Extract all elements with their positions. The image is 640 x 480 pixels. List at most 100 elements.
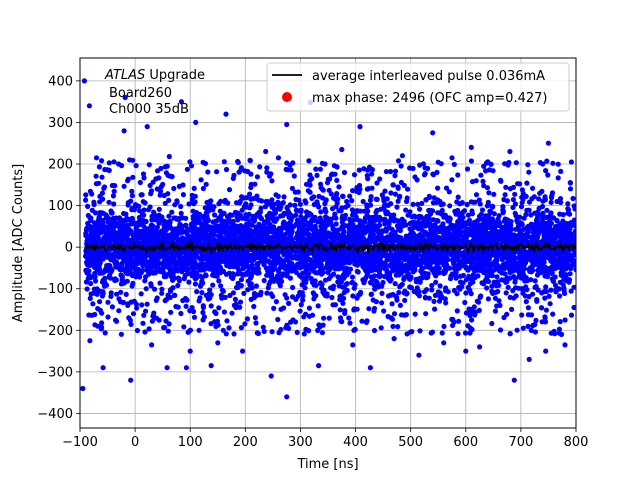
data-point bbox=[384, 257, 390, 263]
data-point bbox=[132, 220, 138, 227]
data-point bbox=[429, 282, 435, 289]
data-point bbox=[421, 257, 427, 263]
data-point bbox=[303, 209, 310, 215]
data-point bbox=[254, 211, 260, 218]
data-point bbox=[239, 207, 245, 213]
data-point bbox=[557, 221, 563, 227]
data-point bbox=[546, 220, 552, 226]
data-point bbox=[119, 260, 125, 266]
data-point bbox=[175, 282, 181, 289]
data-point bbox=[519, 272, 525, 278]
data-point bbox=[112, 276, 118, 282]
data-point bbox=[162, 230, 168, 236]
data-point bbox=[284, 236, 290, 242]
data-point bbox=[435, 289, 441, 295]
data-point bbox=[107, 235, 113, 241]
data-point bbox=[135, 237, 141, 243]
data-point bbox=[197, 220, 204, 226]
data-point bbox=[123, 291, 129, 297]
data-point bbox=[426, 215, 432, 221]
data-point bbox=[515, 219, 521, 226]
data-point bbox=[493, 257, 499, 263]
data-point bbox=[139, 211, 146, 217]
data-point bbox=[150, 223, 156, 229]
data-point bbox=[212, 212, 218, 218]
data-point bbox=[201, 224, 207, 230]
data-point bbox=[177, 224, 183, 230]
data-point bbox=[288, 229, 294, 235]
data-point bbox=[84, 260, 90, 267]
data-point bbox=[534, 235, 541, 241]
data-point bbox=[403, 207, 409, 213]
data-point bbox=[205, 253, 211, 259]
data-point bbox=[199, 290, 205, 296]
data-point bbox=[188, 221, 194, 227]
data-point bbox=[229, 250, 235, 256]
data-point bbox=[88, 280, 94, 287]
data-point bbox=[427, 263, 433, 269]
data-point bbox=[443, 285, 449, 291]
data-point bbox=[312, 238, 318, 245]
data-point bbox=[479, 207, 486, 213]
data-point bbox=[123, 270, 129, 276]
data-point bbox=[507, 294, 513, 300]
data-point bbox=[129, 215, 135, 221]
data-point bbox=[476, 197, 482, 203]
data-point bbox=[268, 252, 274, 258]
data-point bbox=[96, 214, 102, 220]
data-point bbox=[308, 212, 314, 218]
data-point bbox=[242, 236, 248, 242]
data-point bbox=[552, 224, 559, 230]
data-point bbox=[372, 267, 378, 273]
data-point bbox=[554, 230, 560, 236]
data-point bbox=[394, 204, 400, 210]
data-point bbox=[349, 236, 355, 242]
data-point bbox=[512, 276, 518, 282]
data-point bbox=[333, 257, 339, 263]
data-point bbox=[521, 265, 527, 271]
data-point bbox=[271, 210, 277, 216]
data-point bbox=[364, 204, 370, 210]
data-point bbox=[446, 215, 452, 221]
data-point bbox=[109, 210, 115, 216]
data-point bbox=[459, 250, 465, 257]
data-point bbox=[164, 259, 170, 265]
data-point bbox=[382, 216, 388, 222]
data-point bbox=[318, 262, 324, 268]
data-point bbox=[152, 270, 158, 276]
data-point bbox=[100, 270, 106, 276]
data-point bbox=[142, 225, 148, 231]
data-point bbox=[367, 221, 373, 227]
data-point bbox=[510, 288, 516, 294]
data-point bbox=[271, 218, 277, 224]
data-point bbox=[467, 281, 473, 287]
data-point bbox=[473, 254, 479, 260]
data-point bbox=[250, 216, 256, 222]
data-point bbox=[488, 252, 494, 259]
data-point bbox=[124, 227, 130, 233]
data-point bbox=[85, 203, 91, 209]
data-point bbox=[396, 252, 402, 258]
data-point bbox=[228, 263, 234, 269]
data-point bbox=[546, 233, 552, 239]
data-point bbox=[491, 279, 497, 285]
data-point bbox=[241, 290, 247, 296]
data-point bbox=[142, 278, 148, 284]
data-point bbox=[276, 259, 282, 265]
data-point bbox=[543, 289, 550, 295]
data-point bbox=[360, 219, 366, 225]
data-point bbox=[166, 213, 172, 219]
data-point bbox=[131, 207, 138, 213]
data-point bbox=[335, 279, 341, 285]
data-point bbox=[95, 235, 101, 241]
data-point bbox=[266, 281, 272, 287]
data-point bbox=[410, 238, 416, 244]
data-point bbox=[118, 272, 124, 278]
data-point bbox=[235, 284, 241, 290]
data-point bbox=[92, 270, 98, 277]
data-point bbox=[145, 207, 152, 213]
data-point bbox=[362, 263, 368, 269]
data-point bbox=[293, 207, 299, 213]
data-point bbox=[390, 255, 396, 261]
data-point bbox=[172, 226, 178, 232]
